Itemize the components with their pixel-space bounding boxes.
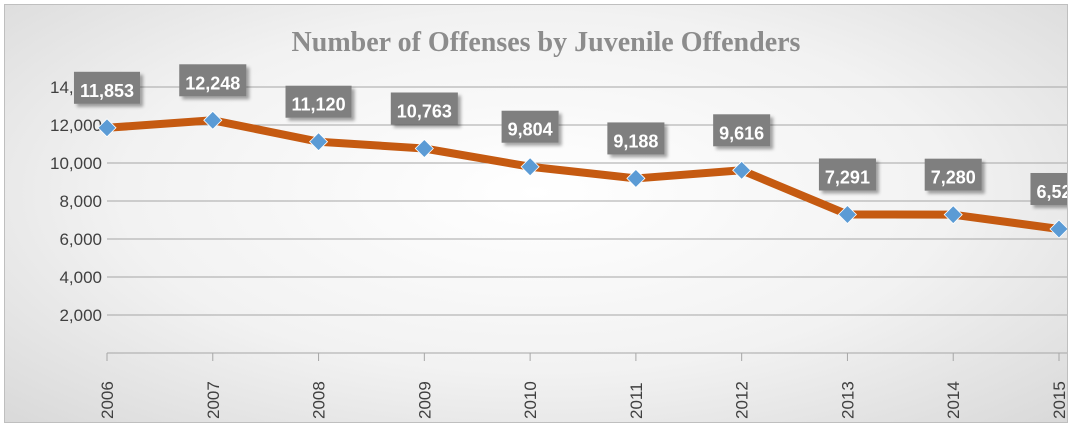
x-tick-label: 2007	[204, 381, 223, 419]
x-tick-label: 2015	[1050, 381, 1068, 419]
data-label: 7,291	[818, 158, 876, 191]
data-point-marker	[837, 204, 858, 225]
y-tick-label: 2,000	[59, 306, 102, 325]
data-point-marker	[308, 132, 329, 152]
x-tick-label: 2010	[521, 381, 540, 419]
data-label-text: 9,188	[613, 131, 658, 151]
data-label: 11,853	[73, 71, 141, 104]
data-label-text: 10,763	[397, 102, 452, 122]
x-tick-label: 2012	[733, 381, 752, 419]
data-label-box	[1030, 172, 1067, 205]
data-label-text: 9,616	[719, 123, 764, 143]
x-tick-label: 2009	[415, 381, 434, 419]
data-label-text: 11,853	[80, 81, 134, 101]
data-label-box	[390, 92, 458, 125]
y-tick-label: 6,000	[59, 230, 102, 249]
data-point-marker	[732, 160, 752, 180]
chart-title: Number of Offenses by Juvenile Offenders	[292, 27, 801, 58]
x-tick-label: 2011	[627, 382, 646, 419]
y-tick-label: 12,000	[50, 116, 102, 135]
data-label-box	[713, 114, 771, 147]
x-tick-label: 2006	[98, 381, 117, 419]
data-label: 9,804	[501, 110, 559, 143]
data-label: 12,248	[179, 64, 247, 97]
data-point-marker	[414, 138, 434, 159]
data-label-box	[607, 122, 665, 155]
data-label: 9,188	[607, 122, 665, 155]
data-point-marker	[203, 110, 223, 130]
x-tick-label: 2014	[944, 381, 963, 419]
data-point-marker	[97, 118, 117, 138]
data-label: 6,527	[1030, 172, 1068, 205]
data-label-box	[73, 71, 141, 104]
data-label: 10,763	[390, 92, 458, 125]
y-tick-label: 4,000	[59, 268, 102, 287]
series-line	[103, 116, 1063, 233]
y-tick-label: 10,000	[50, 154, 102, 173]
data-label-box	[179, 64, 247, 97]
data-point-marker	[626, 168, 646, 188]
line-chart: Number of Offenses by Juvenile Offenders…	[50, 27, 1068, 419]
x-tick-label: 2013	[838, 381, 857, 419]
data-label: 7,280	[924, 158, 982, 191]
data-label-text: 7,280	[931, 168, 976, 188]
data-label-box	[924, 158, 982, 191]
data-point-marker	[520, 157, 540, 177]
data-label-text: 6,527	[1036, 182, 1068, 202]
data-label-text: 12,248	[185, 73, 240, 93]
data-label-text: 9,804	[508, 120, 553, 140]
data-label-text: 11,120	[292, 95, 346, 115]
y-tick-label: 8,000	[59, 192, 102, 211]
data-label-text: 7,291	[825, 167, 870, 187]
data-point-marker	[943, 205, 963, 225]
data-point-marker	[1049, 219, 1067, 239]
data-label: 11,120	[285, 85, 352, 118]
data-label-box	[501, 110, 559, 143]
x-tick-label: 2008	[310, 381, 329, 419]
data-label-box	[818, 158, 876, 191]
chart-area: Number of Offenses by Juvenile Offenders…	[4, 4, 1068, 423]
data-label: 9,616	[713, 114, 771, 147]
data-label-box	[285, 85, 352, 118]
